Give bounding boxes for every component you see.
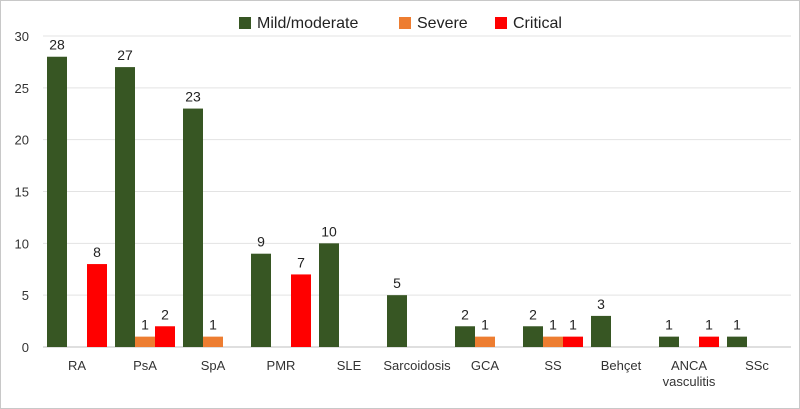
x-tick-label: GCA — [471, 358, 500, 373]
data-label: 2 — [161, 306, 169, 322]
bar-mild-moderate — [251, 253, 271, 347]
x-tick-label: ANCA vasculitis — [663, 358, 716, 389]
legend: Mild/moderate Severe Critical — [239, 15, 562, 32]
data-label: 23 — [185, 89, 201, 105]
y-tick-label: 5 — [22, 288, 29, 303]
x-tick-label: PsA — [133, 358, 157, 373]
bar-severe — [475, 336, 495, 347]
y-tick-label: 0 — [22, 340, 29, 355]
legend-label: Critical — [513, 15, 562, 32]
y-tick-label: 30 — [15, 29, 29, 44]
data-label: 27 — [117, 47, 133, 63]
bar-critical — [699, 336, 719, 347]
bar-mild-moderate — [387, 295, 407, 347]
bar-critical — [291, 274, 311, 347]
bar-mild-moderate — [591, 315, 611, 347]
data-label: 1 — [705, 317, 713, 333]
y-tick-label: 25 — [15, 81, 29, 96]
data-label: 3 — [597, 296, 605, 312]
bar-mild-moderate — [183, 108, 203, 347]
x-tick-label: RA — [68, 358, 86, 373]
bar-mild-moderate — [659, 336, 679, 347]
legend-swatch — [495, 17, 507, 29]
bar-mild-moderate — [455, 326, 475, 347]
data-label: 1 — [209, 317, 217, 333]
data-label: 1 — [665, 317, 673, 333]
x-tick-label: SLE — [337, 358, 362, 373]
legend-label: Severe — [417, 15, 468, 32]
data-label: 1 — [141, 317, 149, 333]
data-label: 2 — [529, 306, 537, 322]
data-label: 28 — [49, 37, 65, 53]
x-tick-label: Behçet — [601, 358, 642, 373]
data-label: 5 — [393, 275, 401, 291]
x-tick-label: SS — [544, 358, 562, 373]
gridlines — [43, 35, 791, 348]
legend-swatch — [239, 17, 251, 29]
x-tick-label: PMR — [267, 358, 296, 373]
data-label: 1 — [549, 317, 557, 333]
data-label: 1 — [569, 317, 577, 333]
bar-critical — [87, 264, 107, 347]
bars — [47, 56, 747, 347]
bar-severe — [543, 336, 563, 347]
bar-mild-moderate — [115, 67, 135, 347]
data-label: 7 — [297, 254, 305, 270]
x-tick-label: Sarcoidosis — [383, 358, 451, 373]
y-tick-label: 20 — [15, 133, 29, 148]
bar-severe — [135, 336, 155, 347]
data-label: 10 — [321, 223, 337, 239]
data-label: 1 — [481, 317, 489, 333]
data-label: 2 — [461, 306, 469, 322]
y-tick-label: 10 — [15, 236, 29, 251]
data-label: 9 — [257, 234, 265, 250]
bar-critical — [563, 336, 583, 347]
bar-mild-moderate — [523, 326, 543, 347]
bar-mild-moderate — [47, 56, 67, 347]
data-label: 1 — [733, 317, 741, 333]
y-tick-label: 15 — [15, 185, 29, 200]
data-label: 8 — [93, 244, 101, 260]
bar-severe — [203, 336, 223, 347]
bar-mild-moderate — [319, 243, 339, 347]
bar-critical — [155, 326, 175, 347]
x-tick-label: SSc — [745, 358, 769, 373]
bar-mild-moderate — [727, 336, 747, 347]
legend-label: Mild/moderate — [257, 15, 358, 32]
legend-swatch — [399, 17, 411, 29]
x-tick-label: SpA — [201, 358, 226, 373]
